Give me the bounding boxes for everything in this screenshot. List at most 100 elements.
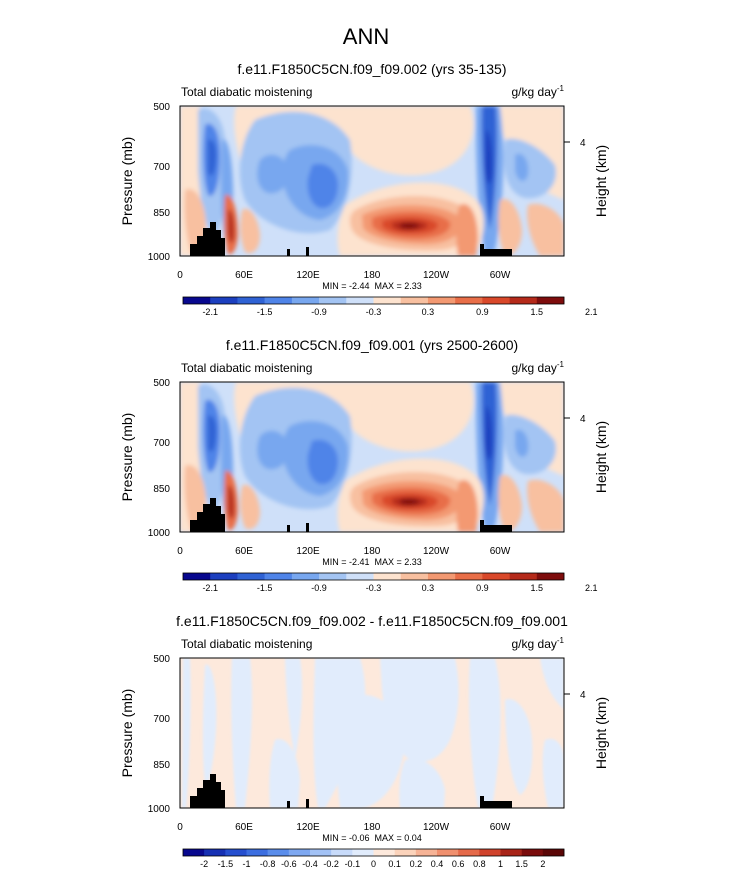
x-tick-label: 120E bbox=[296, 546, 320, 557]
topo-africa bbox=[190, 498, 225, 532]
colorbar-swatch bbox=[482, 573, 510, 580]
colorbar-swatch bbox=[500, 849, 522, 856]
topography bbox=[190, 222, 512, 256]
topo-africa bbox=[190, 222, 225, 256]
warm-region bbox=[498, 199, 522, 256]
colorbar-swatch bbox=[264, 573, 293, 580]
cool-region bbox=[257, 430, 289, 470]
colorbar-label: -0.3 bbox=[366, 307, 382, 317]
cool-region bbox=[503, 138, 556, 199]
cool-region bbox=[515, 429, 529, 458]
colorbar-swatch bbox=[264, 297, 293, 304]
colorbar-label: -0.3 bbox=[366, 583, 382, 593]
topo-peak bbox=[287, 249, 290, 256]
x-tick-label: 120W bbox=[423, 822, 450, 833]
right-tick-label: 4 bbox=[580, 138, 586, 149]
x-tick-label: 180 bbox=[364, 546, 381, 557]
cool-region bbox=[540, 658, 564, 710]
colorbar-label: -1.5 bbox=[257, 307, 273, 317]
units-text: g/kg day bbox=[512, 637, 557, 651]
cool-region bbox=[515, 153, 529, 182]
cool-region bbox=[505, 699, 533, 795]
cool-region bbox=[380, 658, 459, 762]
colorbar-swatch bbox=[373, 297, 402, 304]
colorbar-swatch bbox=[479, 849, 501, 856]
colorbar-label: 2 bbox=[540, 859, 545, 869]
colorbar-swatch bbox=[183, 297, 211, 304]
warm-region bbox=[498, 475, 522, 532]
topo-andes bbox=[480, 796, 512, 808]
warm-region bbox=[455, 480, 478, 532]
colorbar-label: 0.3 bbox=[422, 583, 435, 593]
warm-region bbox=[330, 382, 474, 452]
cool-region bbox=[208, 415, 217, 452]
colorbar-frame bbox=[182, 296, 565, 305]
colorbar-swatch bbox=[267, 849, 290, 856]
units-label: g/kg day-1 bbox=[512, 360, 565, 375]
colorbar-label: -0.9 bbox=[311, 307, 327, 317]
colorbar-swatch bbox=[415, 849, 438, 856]
colorbar-swatch bbox=[455, 573, 483, 580]
topo-peak bbox=[306, 799, 309, 808]
colorbar-swatch bbox=[536, 573, 565, 580]
colorbar-label: -1.5 bbox=[257, 583, 273, 593]
contour-field bbox=[180, 382, 564, 532]
warm-region bbox=[228, 209, 235, 243]
colorbar: -2 -1.5 -1 -0.8 -0.6 -0.4 -0.2 -0.1 0 0.1 0.2 0.4 0.… bbox=[182, 848, 565, 869]
colorbar-swatch bbox=[400, 573, 429, 580]
y-tick-label: 500 bbox=[153, 378, 170, 389]
cool-region bbox=[202, 664, 217, 790]
colorbar-swatch bbox=[225, 849, 247, 856]
contour-field bbox=[180, 106, 564, 256]
colorbar-label: 1 bbox=[498, 859, 503, 869]
colorbar: -2.1 -1.5 -0.9 -0.3 0.3 0.9 1.5 2.1 bbox=[182, 572, 597, 593]
topo-peak bbox=[306, 247, 309, 256]
colorbar-swatch bbox=[319, 297, 347, 304]
colorbar-label: -0.9 bbox=[311, 583, 327, 593]
colorbar-label: 0.1 bbox=[388, 859, 401, 869]
colorbar-swatch bbox=[394, 849, 417, 856]
topo-andes bbox=[480, 244, 512, 256]
colorbar-swatch bbox=[319, 573, 347, 580]
colorbar-label: 0.8 bbox=[473, 859, 486, 869]
panel-2: f.e11.F1850C5CN.f09_f09.001 (yrs 2500-26… bbox=[119, 337, 609, 593]
x-tick-label: 60E bbox=[235, 546, 253, 557]
colorbar-swatch bbox=[400, 297, 429, 304]
warm-region bbox=[400, 498, 420, 505]
plot-frame bbox=[179, 105, 565, 257]
right-tick-label: 4 bbox=[580, 690, 586, 701]
y-tick-label: 1000 bbox=[148, 252, 171, 263]
colorbar-label: -0.1 bbox=[345, 859, 361, 869]
y-axis-label: Pressure (mb) bbox=[119, 137, 135, 226]
panel-1: f.e11.F1850C5CN.f09_f09.002 (yrs 35-135)… bbox=[119, 61, 609, 317]
topo-peak bbox=[287, 525, 290, 532]
y-tick-label: 850 bbox=[153, 208, 170, 219]
cool-region bbox=[307, 439, 338, 485]
colorbar-swatch bbox=[352, 849, 374, 856]
x-tick-label: 60E bbox=[235, 270, 253, 281]
colorbar-frame bbox=[182, 572, 565, 581]
colorbar-swatch bbox=[346, 297, 374, 304]
colorbar-label: 2.1 bbox=[585, 307, 598, 317]
y-axis-label: Pressure (mb) bbox=[119, 413, 135, 502]
y-tick-label: 500 bbox=[153, 654, 170, 665]
warm-region bbox=[455, 204, 478, 256]
colorbar-swatch bbox=[427, 573, 456, 580]
colorbar-label: -0.8 bbox=[260, 859, 276, 869]
x-tick-label: 0 bbox=[177, 822, 183, 833]
y-tick-label: 700 bbox=[153, 162, 170, 173]
stats-label: MIN = -0.06 MAX = 0.04 bbox=[322, 833, 422, 843]
units-exponent: -1 bbox=[557, 84, 565, 93]
cool-region bbox=[542, 738, 564, 808]
plot-frame bbox=[179, 657, 565, 809]
colorbar-label: 0.6 bbox=[452, 859, 465, 869]
colorbar-swatch bbox=[373, 849, 395, 856]
y-tick-label: 500 bbox=[153, 102, 170, 113]
colorbar-swatch bbox=[458, 849, 480, 856]
colorbar-swatch bbox=[346, 573, 374, 580]
y-axis-right-label: Height (km) bbox=[593, 421, 609, 493]
y-axis-label: Pressure (mb) bbox=[119, 689, 135, 778]
colorbar: -2.1 -1.5 -0.9 -0.3 0.3 0.9 1.5 2.1 bbox=[182, 296, 598, 317]
y-tick-label: 850 bbox=[153, 760, 170, 771]
units-text: g/kg day bbox=[512, 85, 557, 99]
